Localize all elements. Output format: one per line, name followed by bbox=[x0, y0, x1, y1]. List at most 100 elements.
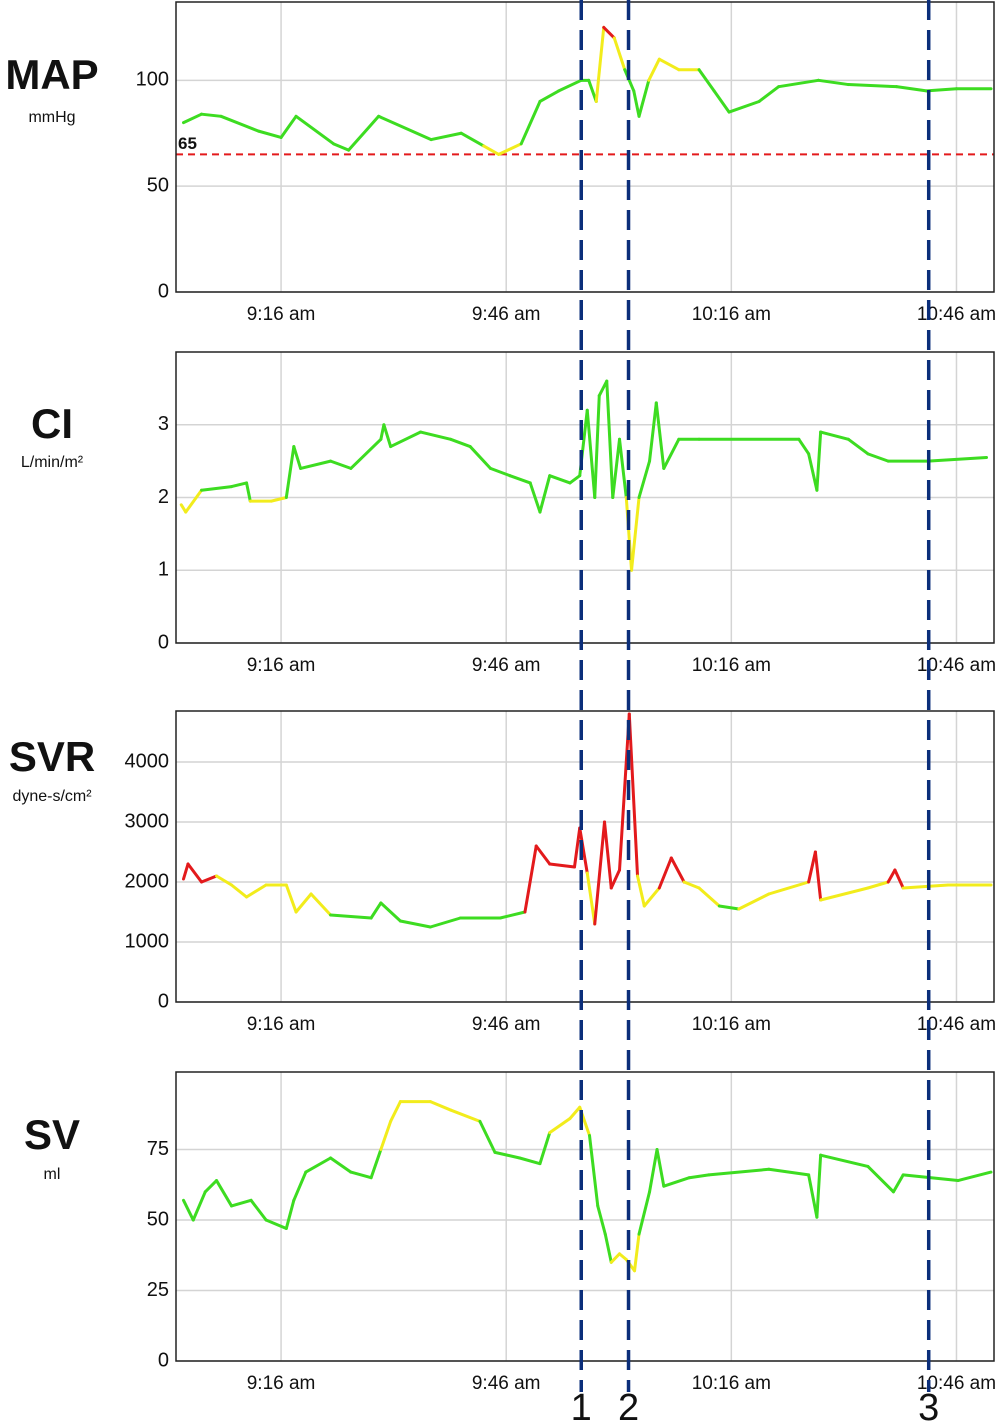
trend-segment bbox=[767, 880, 811, 896]
trend-segment bbox=[605, 379, 615, 499]
trend-segment bbox=[609, 868, 622, 890]
trend-segment bbox=[662, 437, 681, 470]
trend-segment bbox=[816, 78, 850, 87]
trend-segment bbox=[497, 142, 523, 156]
x-tick-label: 10:16 am bbox=[692, 304, 771, 325]
trend-segment bbox=[332, 142, 351, 152]
x-tick-label: 10:16 am bbox=[692, 1014, 771, 1035]
trend-segment bbox=[648, 401, 658, 463]
trend-segment bbox=[284, 1198, 296, 1230]
trend-segment bbox=[182, 112, 204, 125]
panel-title: CI bbox=[31, 400, 73, 447]
trend-segment bbox=[797, 437, 811, 456]
trend-segment bbox=[657, 57, 681, 72]
trend-segment bbox=[815, 430, 823, 492]
trend-segment bbox=[819, 1153, 870, 1168]
x-tick-label: 9:46 am bbox=[472, 1373, 541, 1394]
x-tick-label: 10:46 am bbox=[917, 304, 996, 325]
trend-segment bbox=[538, 89, 561, 103]
panel-title: SVR bbox=[9, 733, 95, 780]
panel-unit: mmHg bbox=[28, 109, 75, 126]
y-tick-label: 0 bbox=[158, 631, 169, 653]
trend-segment bbox=[538, 474, 552, 514]
trend-segment bbox=[379, 1119, 393, 1152]
x-tick-label: 10:46 am bbox=[917, 1373, 996, 1394]
trend-segment bbox=[245, 883, 268, 899]
x-tick-label: 10:16 am bbox=[692, 655, 771, 676]
trend-segment bbox=[901, 883, 950, 890]
trend-segment bbox=[568, 1105, 582, 1121]
trend-segment bbox=[182, 1198, 195, 1222]
trend-segment bbox=[292, 1170, 308, 1202]
trend-segment bbox=[578, 826, 589, 875]
x-tick-label: 9:46 am bbox=[472, 304, 541, 325]
trend-segment bbox=[468, 445, 492, 470]
trend-segment bbox=[389, 1100, 402, 1123]
trend-segment bbox=[245, 481, 252, 503]
y-tick-label: 1000 bbox=[125, 930, 170, 952]
trend-segment bbox=[548, 862, 576, 869]
panel-unit: dyne-s/cm² bbox=[12, 788, 92, 805]
x-tick-label: 9:16 am bbox=[247, 1373, 316, 1394]
y-tick-label: 50 bbox=[147, 1208, 169, 1230]
trend-segment bbox=[264, 1218, 288, 1230]
x-tick-label: 10:46 am bbox=[917, 655, 996, 676]
trend-segment bbox=[568, 474, 582, 485]
trend-segment bbox=[819, 886, 870, 902]
trend-segment bbox=[707, 1167, 771, 1177]
trend-segment bbox=[866, 880, 890, 890]
y-tick-label: 0 bbox=[158, 280, 169, 302]
trend-segment bbox=[389, 430, 423, 449]
trend-segment bbox=[557, 78, 583, 93]
trend-segment bbox=[712, 89, 731, 114]
trend-segment bbox=[548, 474, 572, 485]
y-tick-label: 50 bbox=[147, 174, 169, 196]
x-tick-label: 9:46 am bbox=[472, 655, 541, 676]
threshold-label: 65 bbox=[178, 134, 197, 153]
trend-segment bbox=[419, 430, 453, 441]
trend-segment bbox=[662, 1176, 691, 1188]
trend-segment bbox=[956, 1170, 993, 1183]
trend-segment bbox=[893, 868, 905, 890]
event-marker-label: 2 bbox=[618, 1387, 639, 1427]
plot-frame bbox=[175, 710, 995, 1003]
trend-segment bbox=[813, 850, 823, 902]
trend-segment bbox=[593, 394, 601, 499]
trend-segment bbox=[449, 1108, 482, 1123]
y-tick-label: 100 bbox=[136, 69, 169, 91]
y-tick-label: 0 bbox=[158, 990, 169, 1012]
trend-segment bbox=[518, 1156, 542, 1166]
trend-segment bbox=[767, 1167, 811, 1177]
panel-title: MAP bbox=[5, 51, 98, 98]
trend-segment bbox=[627, 712, 640, 878]
trend-segment bbox=[347, 114, 381, 152]
trend-segment bbox=[294, 892, 313, 914]
trend-segment bbox=[230, 1198, 253, 1208]
plot-frame bbox=[175, 1, 995, 293]
trend-segment bbox=[819, 430, 850, 441]
trend-segment bbox=[585, 871, 597, 926]
trend-segment bbox=[630, 496, 641, 572]
event-marker-label: 1 bbox=[571, 1387, 592, 1427]
trend-segment bbox=[382, 423, 393, 449]
trend-segment bbox=[633, 1232, 641, 1273]
trend-segment bbox=[493, 1150, 522, 1160]
trend-segment bbox=[428, 1100, 453, 1112]
trend-segment bbox=[428, 916, 462, 929]
plot-frame bbox=[175, 1071, 995, 1362]
x-tick-label: 9:16 am bbox=[247, 1014, 316, 1035]
trend-segment bbox=[593, 820, 607, 926]
trend-segment bbox=[498, 910, 527, 920]
trend-segment bbox=[886, 868, 897, 884]
trend-segment bbox=[184, 488, 204, 514]
trend-segment bbox=[528, 481, 542, 514]
trend-segment bbox=[727, 99, 761, 114]
trend-segment bbox=[585, 408, 597, 499]
y-tick-label: 1 bbox=[158, 559, 169, 581]
trend-segment bbox=[632, 89, 641, 118]
trend-segment bbox=[596, 1204, 607, 1236]
plot-frame bbox=[175, 351, 995, 644]
trend-segment bbox=[611, 437, 622, 499]
trend-segment bbox=[369, 1148, 383, 1180]
